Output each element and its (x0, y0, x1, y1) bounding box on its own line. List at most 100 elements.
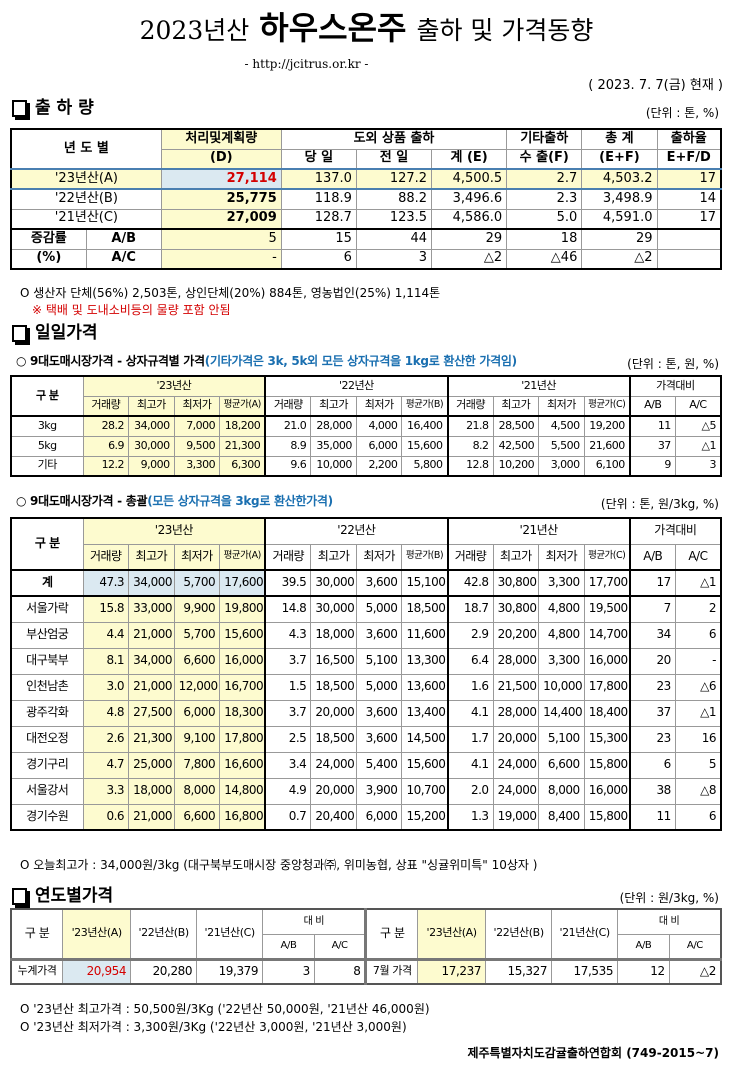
row-label: 경기구리 (10, 751, 84, 779)
header-y23: '23년산 (82, 375, 266, 397)
table-cell: 9,100 (173, 725, 221, 753)
header-y23: '23년산 (82, 517, 266, 545)
page-title: 2023년산 하우스온주 출하 및 가격동향 (0, 10, 733, 46)
header-ab: A/B (262, 933, 315, 960)
table-cell: 8.2 (446, 435, 494, 457)
table-cell (656, 228, 722, 250)
header-y22: '22년산 (264, 375, 449, 397)
table-cell: 1.7 (446, 725, 494, 753)
header-ac: A/C (313, 933, 367, 960)
data-row: 5kg 6.9 30,000 9,500 21,300 8.9 35,000 6,000 15,… (10, 435, 722, 457)
table-cell: 4,000 (355, 415, 403, 437)
table-cell: △2 (581, 248, 658, 270)
table-cell: 38 (628, 777, 676, 805)
table-cell: 3 (262, 957, 315, 985)
table-cell: △1 (674, 699, 722, 727)
table-cell: 6,600 (538, 751, 585, 779)
data-row: 계 47.3 34,000 5,700 17,600 39.5 30,000 3,600 15,… (10, 569, 722, 597)
table-cell: 27,114 (160, 168, 282, 190)
data-row: 3kg 28.2 34,000 7,000 18,200 21.0 28,000 4,000 1… (10, 415, 722, 437)
header-max: 최고가 (492, 395, 540, 417)
table-cell: 28.2 (82, 415, 130, 437)
data-row: 대구북부 8.1 34,000 6,600 16,000 3.7 16,500 5,100 13… (10, 647, 722, 675)
table-cell: 3 (355, 248, 433, 270)
table-cell: 7 (628, 595, 676, 623)
header-compare: 대 비 (262, 908, 367, 935)
table-cell: 11 (628, 415, 676, 437)
table-cell: 15,300 (583, 725, 631, 753)
table-cell: 21,000 (128, 803, 175, 831)
table-cell: 20,280 (130, 957, 198, 985)
table-cell: 15,600 (401, 751, 448, 779)
table-cell: 30,000 (310, 569, 357, 597)
table-cell: 4,591.0 (581, 208, 658, 230)
table-cell: 5,700 (173, 569, 221, 597)
header-ab: A/B (617, 933, 670, 960)
header-max: 최고가 (310, 543, 357, 571)
table-cell: 16,000 (583, 647, 631, 675)
change-row: (%) A/C -6 3 △2 △46 △2 (10, 248, 722, 270)
header-vol: 거래량 (82, 395, 130, 417)
row-label: 부산엄궁 (10, 621, 84, 649)
data-row: 경기수원 0.6 21,000 6,600 16,800 0.7 20,400 6,000 15… (10, 803, 722, 831)
table-cell: 13,600 (401, 673, 448, 701)
header-category: 구 분 (10, 517, 84, 571)
table-cell: 35,000 (310, 435, 357, 457)
header-ab: A/B (628, 543, 676, 571)
row-label: 경기수원 (10, 803, 84, 831)
header-row: 구 분 '23년산 '22년산 '21년산 가격대비 (10, 375, 722, 417)
table-cell: - (674, 647, 722, 675)
row-label: 서울강서 (10, 777, 84, 805)
table-cell: 18,500 (401, 595, 448, 623)
table-cell: 16,000 (583, 777, 631, 805)
table-cell: △2 (668, 957, 722, 985)
table-cell: 25,000 (128, 751, 175, 779)
table-cell: 0.6 (82, 803, 130, 831)
header-category: 구 분 (364, 908, 419, 960)
checkbox-icon (12, 324, 27, 342)
table-cell: 18,500 (310, 725, 357, 753)
table-cell: 3.7 (264, 647, 312, 675)
table-cell: 3.3 (82, 777, 130, 805)
header-b: '22년산(B) (130, 908, 198, 960)
table-cell: 6,000 (355, 803, 403, 831)
header-row: A/B A/C A/B A/C (11, 933, 722, 960)
header-ac: A/C (668, 933, 722, 960)
table-cell: 2.3 (506, 188, 583, 210)
header-avgB: 평균가(B) (401, 543, 448, 571)
table-cell: 27,500 (128, 699, 175, 727)
table-cell: 21.8 (446, 415, 494, 437)
table-cell: 17,700 (583, 569, 631, 597)
data-row: 기타 12.2 9,000 3,300 6,300 9.6 10,000 2,200 5,800… (10, 455, 722, 477)
header-rate: 출하율 (656, 128, 722, 150)
table-cell: 21,600 (583, 435, 631, 457)
table-cell: 33,000 (128, 595, 175, 623)
table-cell: 9 (628, 455, 676, 477)
table-cell: 6 (280, 248, 357, 270)
header-total_sub: (E+F) (581, 148, 658, 170)
table-cell: 11,600 (401, 621, 448, 649)
table-cell: 9,900 (173, 595, 221, 623)
site-url[interactable]: - http://jcitrus.or.kr - (244, 57, 369, 71)
title-year: 2023년산 (139, 16, 250, 45)
header-vol: 거래량 (264, 395, 312, 417)
header-prev: 전 일 (355, 148, 433, 170)
header-y22: '22년산 (264, 517, 449, 545)
table-cell: 14,500 (401, 725, 448, 753)
header-max: 최고가 (492, 543, 540, 571)
table-cell: 4,586.0 (431, 208, 508, 230)
table-cell: 14.8 (264, 595, 312, 623)
header-avgB: 평균가(B) (401, 395, 448, 417)
table-cell: 30,800 (492, 595, 540, 623)
ratio-label: A/B (85, 228, 162, 250)
table-cell: 6 (674, 803, 722, 831)
table-cell: 4.1 (446, 751, 494, 779)
table-cell (656, 248, 722, 270)
table-cell: 19,200 (583, 415, 631, 437)
header-total: 총 계 (581, 128, 658, 150)
table-cell: 4.1 (446, 699, 494, 727)
table-cell: 16,700 (219, 673, 266, 701)
header-compare: 가격대비 (628, 375, 722, 397)
row-label: 누계가격 (10, 957, 64, 985)
spec-title-note: (기타가격은 3k, 5k외 모든 상자규격을 1kg로 환산한 가격임) (204, 354, 517, 368)
